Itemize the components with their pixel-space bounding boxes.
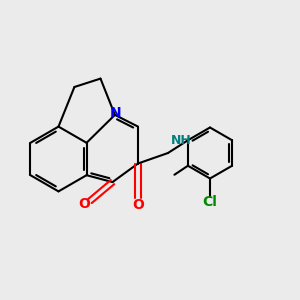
Text: NH: NH: [171, 134, 192, 147]
Text: O: O: [79, 197, 91, 211]
Text: N: N: [110, 106, 121, 120]
Text: O: O: [132, 198, 144, 212]
Text: Cl: Cl: [202, 196, 217, 209]
